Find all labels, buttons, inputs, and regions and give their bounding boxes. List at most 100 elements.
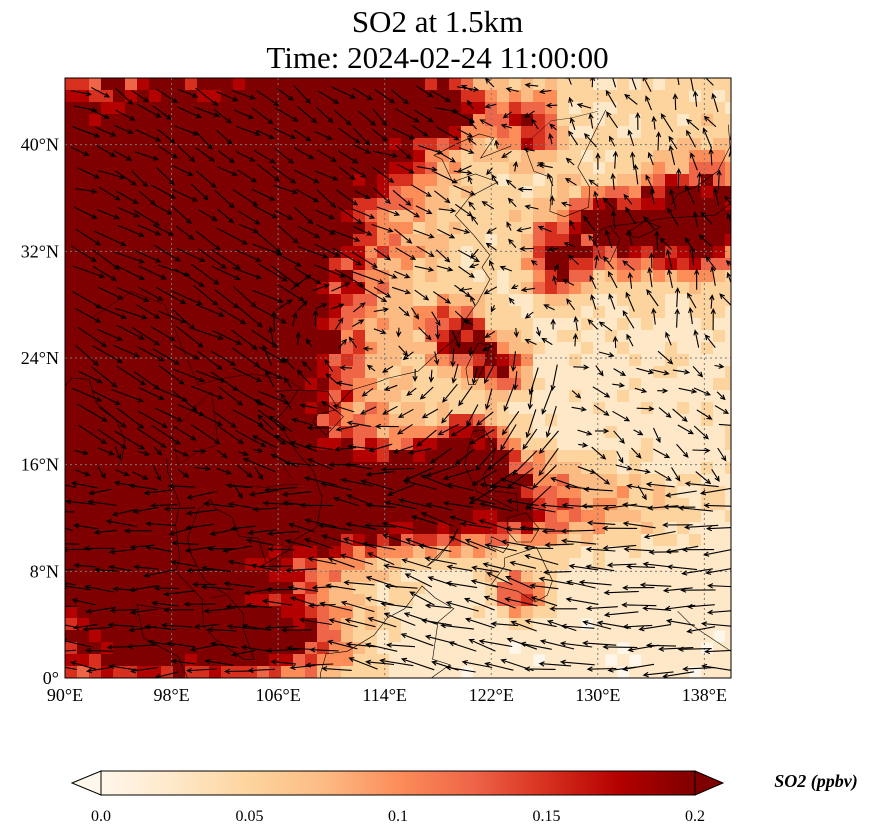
- wind-vector: [77, 167, 100, 179]
- field-cell: [449, 210, 462, 223]
- field-cell: [365, 246, 378, 259]
- wind-vector: [65, 605, 77, 608]
- field-cell: [149, 366, 162, 379]
- field-cell: [569, 114, 582, 127]
- coastline: [320, 608, 405, 678]
- field-cell: [569, 486, 582, 499]
- field-cell: [221, 402, 234, 415]
- wind-vector: [524, 82, 539, 88]
- field-cell: [113, 270, 126, 283]
- field-cell: [149, 294, 162, 307]
- wind-vector: [152, 224, 175, 236]
- field-cell: [185, 618, 198, 631]
- field-cell: [389, 234, 402, 247]
- field-cell: [305, 618, 318, 631]
- wind-vector: [365, 471, 395, 477]
- wind-vector: [601, 525, 638, 531]
- field-cell: [281, 630, 294, 643]
- wind-vector: [677, 646, 712, 652]
- field-cell: [557, 522, 570, 535]
- wind-vector: [257, 263, 288, 282]
- field-cell: [701, 438, 714, 451]
- field-cell: [65, 402, 78, 415]
- field-cell: [581, 594, 594, 607]
- wind-vector: [172, 165, 194, 176]
- field-cell: [425, 174, 438, 187]
- field-cell: [725, 378, 731, 391]
- field-cell: [713, 210, 726, 223]
- wind-vector: [314, 130, 333, 140]
- field-cell: [473, 102, 486, 115]
- field-cell: [497, 366, 510, 379]
- wind-vector: [571, 406, 587, 412]
- field-cell: [257, 210, 270, 223]
- field-cell: [149, 654, 162, 667]
- field-cell: [365, 198, 378, 211]
- field-cell: [653, 102, 666, 115]
- field-cell: [569, 162, 582, 175]
- field-cell: [293, 414, 306, 427]
- field-cell: [89, 114, 102, 127]
- field-cell: [569, 270, 582, 283]
- wind-vector: [612, 335, 619, 349]
- wind-vector: [211, 265, 241, 280]
- wind-vector: [212, 410, 237, 428]
- field-cell: [161, 318, 174, 331]
- field-cell: [365, 354, 378, 367]
- wind-vector: [225, 604, 258, 610]
- field-cell: [533, 186, 546, 199]
- field-cell: [509, 246, 522, 259]
- latitude-tick-label: 40°N: [21, 135, 59, 155]
- field-cell: [665, 462, 678, 475]
- field-cell: [377, 258, 390, 271]
- field-cell: [125, 378, 138, 391]
- field-cell: [125, 270, 138, 283]
- field-cell: [413, 114, 426, 127]
- field-cell: [113, 606, 126, 619]
- field-cell: [77, 570, 90, 583]
- field-cell: [353, 342, 366, 355]
- field-cell: [437, 378, 450, 391]
- field-cell: [377, 198, 390, 211]
- field-cell: [605, 546, 618, 559]
- field-cell: [509, 474, 522, 487]
- wind-vector: [505, 86, 519, 93]
- field-cell: [269, 510, 282, 523]
- field-cell: [161, 534, 174, 547]
- field-cell: [677, 102, 690, 115]
- field-cell: [209, 654, 222, 667]
- map-plot-area[interactable]: [46, 68, 749, 679]
- field-cell: [473, 450, 486, 463]
- wind-vector: [681, 547, 715, 553]
- field-cell: [209, 366, 222, 379]
- wind-vector: [307, 458, 333, 470]
- wind-vector: [672, 93, 678, 111]
- wind-vector: [612, 382, 626, 388]
- field-cell: [353, 126, 366, 139]
- field-cell: [725, 450, 731, 463]
- field-cell: [209, 186, 222, 199]
- field-cell: [149, 426, 162, 439]
- wind-vector: [114, 307, 148, 320]
- field-cell: [485, 390, 498, 403]
- wind-vector: [303, 476, 338, 486]
- wind-vector: [411, 124, 429, 137]
- field-cell: [581, 162, 594, 175]
- wind-vector: [174, 268, 205, 287]
- field-cell: [101, 162, 114, 175]
- wind-vector: [172, 189, 198, 202]
- field-cell: [545, 126, 558, 139]
- field-cell: [653, 498, 666, 511]
- field-cell: [725, 282, 731, 295]
- wind-vector: [547, 172, 554, 187]
- field-cell: [497, 582, 510, 595]
- field-cell: [401, 138, 414, 151]
- field-cell: [113, 474, 126, 487]
- field-cell: [533, 282, 546, 295]
- wind-vector: [595, 152, 601, 170]
- field-cell: [173, 426, 186, 439]
- field-cell: [353, 78, 366, 91]
- field-cell: [437, 534, 450, 547]
- field-cell: [425, 450, 438, 463]
- field-cell: [569, 234, 582, 247]
